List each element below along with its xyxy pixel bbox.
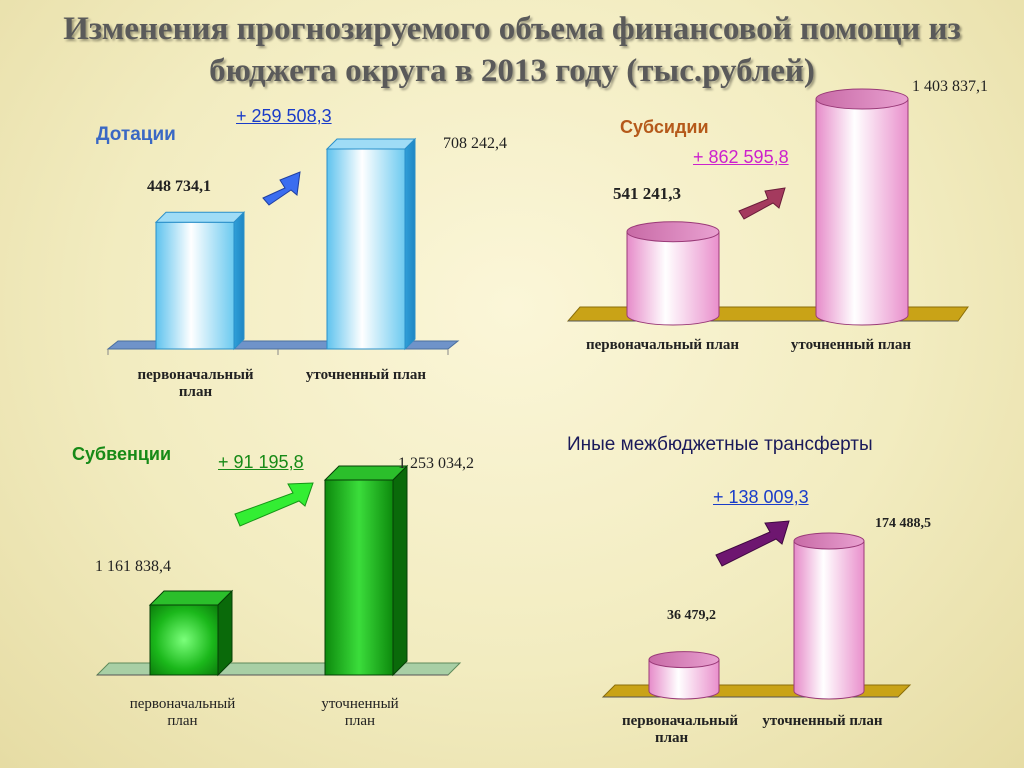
subvencii-value-1: 1 161 838,4 xyxy=(95,558,171,575)
dotacii-change: + 259 508,3 xyxy=(236,106,332,126)
chart-subsidii xyxy=(566,88,969,326)
subvencii-category-2-a: уточненный xyxy=(321,696,399,712)
dotacii-category-2: уточненный план xyxy=(305,367,427,383)
page-title: Изменения прогнозируемого объема финансо… xyxy=(0,8,1024,92)
inye-value-2: 174 488,5 xyxy=(875,516,931,531)
subsidii-category-2: уточненный план xyxy=(790,337,912,353)
dotacii-value-1: 448 734,1 xyxy=(147,178,211,195)
page-title-line1: Изменения прогнозируемого объема финансо… xyxy=(63,11,961,47)
bar-subsidii-2 xyxy=(815,88,909,326)
subvencii-title: Субвенции xyxy=(72,444,172,464)
subvencii-category-1-b: план xyxy=(167,713,198,729)
subvencii-category-1-a: первоначальный xyxy=(129,696,236,712)
dotacii-title: Дотации xyxy=(96,124,176,145)
subvencii-value-2: 1 253 034,2 xyxy=(398,455,474,472)
arrow-dotacii xyxy=(262,171,301,206)
bar-dotacii-2 xyxy=(325,137,417,351)
subvencii-category-2-b: план xyxy=(344,713,376,729)
inye-value-1: 36 479,2 xyxy=(667,608,716,623)
chart-dotacii xyxy=(106,137,460,355)
inye-category-1-a: первоначальный xyxy=(621,713,739,729)
bar-inye-1 xyxy=(648,651,720,700)
chart-subvencii xyxy=(95,464,462,677)
subvencii-change: + 91 195,8 xyxy=(218,452,304,472)
subsidii-value-1: 541 241,3 xyxy=(613,184,681,203)
subsidii-category-1: первоначальный план xyxy=(585,337,740,353)
bar-subvencii-1 xyxy=(148,589,234,677)
chart-inye xyxy=(601,532,912,700)
inye-title: Иные межбюджетные трансферты xyxy=(567,434,873,455)
bar-subsidii-1 xyxy=(626,221,720,326)
inye-category-2: уточненный план xyxy=(762,713,883,729)
bar-dotacii-1 xyxy=(154,211,246,351)
bar-subvencii-2 xyxy=(323,464,409,677)
inye-category-1: первоначальный план xyxy=(605,713,755,747)
arrow-subvencii xyxy=(234,482,314,527)
arrow-subsidii xyxy=(738,187,786,220)
page-title-line2: бюджета округа в 2013 году (тыс.рублей) xyxy=(209,53,815,89)
dotacii-value-2: 708 242,4 xyxy=(443,135,507,152)
subsidii-value-2: 1 403 837,1 xyxy=(912,78,988,95)
subsidii-change: + 862 595,8 xyxy=(693,147,789,167)
inye-category-1-b: план xyxy=(655,730,689,746)
inye-change: + 138 009,3 xyxy=(713,487,809,507)
arrow-inye xyxy=(715,520,790,567)
subvencii-category-2: уточненный план xyxy=(290,696,430,730)
dotacii-category-1: первоначальный план xyxy=(118,367,273,401)
subvencii-category-1: первоначальный план xyxy=(100,696,265,730)
bar-inye-2 xyxy=(793,532,865,700)
dotacii-category-1-a: первоначальный xyxy=(137,367,254,383)
dotacii-category-1-b: план xyxy=(178,384,213,400)
subsidii-title: Субсидии xyxy=(620,117,709,137)
